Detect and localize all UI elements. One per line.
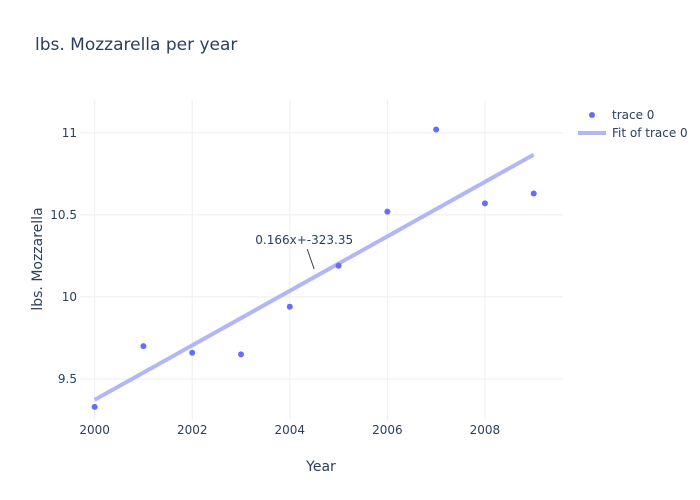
fit-line bbox=[93, 152, 535, 402]
x-tick-label: 2000 bbox=[79, 423, 110, 437]
data-point[interactable] bbox=[140, 343, 147, 350]
legend-label-fit: Fit of trace 0 bbox=[612, 126, 688, 140]
data-point[interactable] bbox=[335, 262, 342, 269]
annotation-layer: 0.166x+-323.35 bbox=[255, 233, 353, 270]
x-tick-label: 2006 bbox=[372, 423, 403, 437]
legend-item-fit[interactable]: Fit of trace 0 bbox=[578, 126, 688, 140]
legend-label-trace-0: trace 0 bbox=[612, 108, 654, 122]
legend-marker-icon bbox=[589, 112, 595, 118]
fit-layer bbox=[93, 152, 535, 402]
y-tick-label: 10 bbox=[62, 290, 77, 304]
grid-layer bbox=[80, 100, 563, 420]
data-point[interactable] bbox=[433, 126, 440, 133]
points-layer bbox=[91, 126, 537, 410]
chart-title: lbs. Mozzarella per year bbox=[35, 35, 237, 55]
data-point[interactable] bbox=[238, 351, 244, 358]
y-tick-label: 10.5 bbox=[50, 208, 77, 222]
y-axis-title: lbs. Mozzarella bbox=[30, 207, 46, 310]
annotation-label: 0.166x+-323.35 bbox=[255, 233, 353, 247]
data-point[interactable] bbox=[384, 208, 391, 215]
x-tick-label: 2004 bbox=[275, 423, 306, 437]
data-point[interactable] bbox=[481, 200, 488, 207]
x-tick-label: 2002 bbox=[177, 423, 208, 437]
ticks-layer: 2000 2002 2004 2006 2008 9.5 10 10.5 11 bbox=[50, 126, 500, 437]
data-point[interactable] bbox=[530, 190, 537, 197]
x-tick-label: 2008 bbox=[470, 423, 501, 437]
data-point[interactable] bbox=[286, 303, 293, 310]
x-axis-title: Year bbox=[305, 459, 336, 475]
data-point[interactable] bbox=[189, 349, 196, 356]
y-tick-label: 11 bbox=[62, 126, 77, 140]
annotation-arrow bbox=[306, 248, 315, 270]
legend[interactable]: trace 0 Fit of trace 0 bbox=[578, 108, 688, 140]
data-point[interactable] bbox=[91, 403, 98, 410]
y-tick-label: 9.5 bbox=[58, 372, 77, 386]
legend-item-trace-0[interactable]: trace 0 bbox=[589, 108, 654, 122]
